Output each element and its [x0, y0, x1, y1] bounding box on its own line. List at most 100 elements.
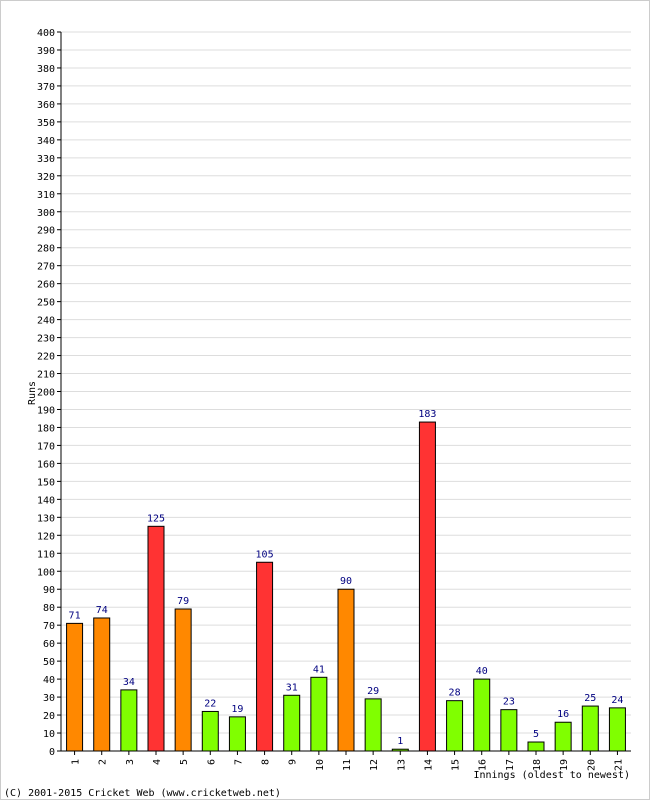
bar [147, 525, 165, 752]
y-tick-label: 40 [43, 675, 55, 686]
y-tick-label: 270 [37, 262, 55, 273]
y-tick-label: 50 [43, 657, 55, 668]
y-tick-label: 90 [43, 585, 55, 596]
bar [473, 678, 491, 752]
y-tick-label: 170 [37, 441, 55, 452]
bar-value-label: 31 [286, 682, 298, 693]
bar-value-label: 71 [69, 610, 81, 621]
bar-value-label: 40 [476, 666, 488, 677]
y-tick-label: 150 [37, 477, 55, 488]
x-tick-label: 13 [396, 759, 407, 771]
x-tick-label: 4 [152, 759, 163, 765]
y-tick-label: 120 [37, 531, 55, 542]
bar-value-label: 23 [503, 697, 515, 708]
x-tick-label: 20 [586, 759, 597, 771]
bar-value-labels: 71 74 34 125 79 22 19 105 31 41 90 29 1 183 28 40 23 5 16 2… [69, 409, 624, 747]
x-tick-label: 10 [315, 759, 326, 771]
bar [446, 700, 464, 752]
y-tick-label: 330 [37, 154, 55, 165]
bar-value-label: 41 [313, 664, 325, 675]
y-tick-label: 100 [37, 567, 55, 578]
y-tick-label: 250 [37, 298, 55, 309]
y-tick-label: 380 [37, 64, 55, 75]
bar [256, 561, 274, 752]
y-tick-label: 160 [37, 459, 55, 470]
bar [174, 608, 192, 752]
bar-value-label: 28 [449, 688, 461, 699]
x-tick-label: 3 [125, 759, 136, 765]
y-tick-label: 390 [37, 46, 55, 57]
y-tick-label: 300 [37, 208, 55, 219]
bar-value-label: 183 [418, 409, 436, 420]
x-tick-label: 6 [206, 759, 217, 765]
x-tick-label: 16 [478, 759, 489, 771]
y-tick-label: 320 [37, 172, 55, 183]
bar [554, 721, 572, 752]
bar-value-label: 25 [584, 693, 596, 704]
y-tick-label: 80 [43, 603, 55, 614]
bar-value-label: 74 [96, 605, 108, 616]
bar [283, 694, 301, 752]
y-tick-label: 240 [37, 316, 55, 327]
y-tick-label: 310 [37, 190, 55, 201]
bar [337, 588, 355, 752]
bar-value-label: 29 [367, 686, 379, 697]
x-tick-label: 15 [451, 759, 462, 771]
bars [66, 421, 626, 752]
copyright-text: (C) 2001-2015 Cricket Web (www.cricketwe… [4, 788, 281, 799]
x-tick-label: 8 [261, 759, 272, 765]
bar [120, 689, 138, 752]
y-tick-label: 110 [37, 549, 55, 560]
x-tick-label: 19 [559, 759, 570, 771]
y-axis-title: Runs [27, 381, 38, 405]
x-tick-label: 14 [423, 759, 434, 771]
bar [201, 710, 219, 752]
bar-value-label: 22 [204, 698, 216, 709]
x-tick-label: 5 [179, 759, 190, 765]
y-tick-label: 140 [37, 495, 55, 506]
bar [500, 709, 518, 752]
bar-value-label: 16 [557, 709, 569, 720]
bar-value-label: 34 [123, 677, 135, 688]
bar-value-label: 1 [397, 736, 403, 747]
bar [66, 622, 84, 752]
y-tick-label: 210 [37, 370, 55, 381]
x-tick-label: 18 [532, 759, 543, 771]
y-tick-label: 200 [37, 388, 55, 399]
x-tick-labels: 1 2 3 4 5 6 7 8 9 10 11 12 13 14 15 16 17 18 19 20 21 [71, 751, 624, 771]
bar [93, 617, 111, 752]
y-tick-label: 360 [37, 100, 55, 111]
bar-value-label: 105 [256, 549, 274, 560]
bar [364, 698, 382, 752]
bar [310, 676, 328, 752]
x-tick-label: 9 [288, 759, 299, 765]
y-tick-labels: 0 10 20 30 40 50 60 70 80 90 100 110 120 130 140 150 160… [37, 28, 61, 758]
y-tick-label: 70 [43, 621, 55, 632]
y-tick-label: 370 [37, 82, 55, 93]
y-tick-label: 220 [37, 352, 55, 363]
x-tick-label: 2 [98, 759, 109, 765]
bar [228, 716, 246, 752]
bar-value-label: 24 [611, 695, 623, 706]
y-tick-label: 230 [37, 334, 55, 345]
y-tick-label: 290 [37, 226, 55, 237]
x-tick-label: 21 [613, 759, 624, 771]
bar-value-label: 125 [147, 513, 165, 524]
x-tick-label: 1 [71, 759, 82, 765]
x-tick-label: 11 [342, 759, 353, 771]
y-tick-label: 190 [37, 405, 55, 416]
bar [418, 421, 436, 752]
bar-value-label: 5 [533, 729, 539, 740]
x-tick-label: 12 [369, 759, 380, 771]
x-tick-label: 7 [233, 759, 244, 765]
y-tick-label: 180 [37, 423, 55, 434]
y-tick-label: 10 [43, 729, 55, 740]
x-tick-label: 17 [505, 759, 516, 771]
bar-value-label: 19 [231, 704, 243, 715]
bar-value-label: 90 [340, 576, 352, 587]
y-tick-label: 280 [37, 244, 55, 255]
y-tick-label: 130 [37, 513, 55, 524]
bar [608, 707, 626, 752]
